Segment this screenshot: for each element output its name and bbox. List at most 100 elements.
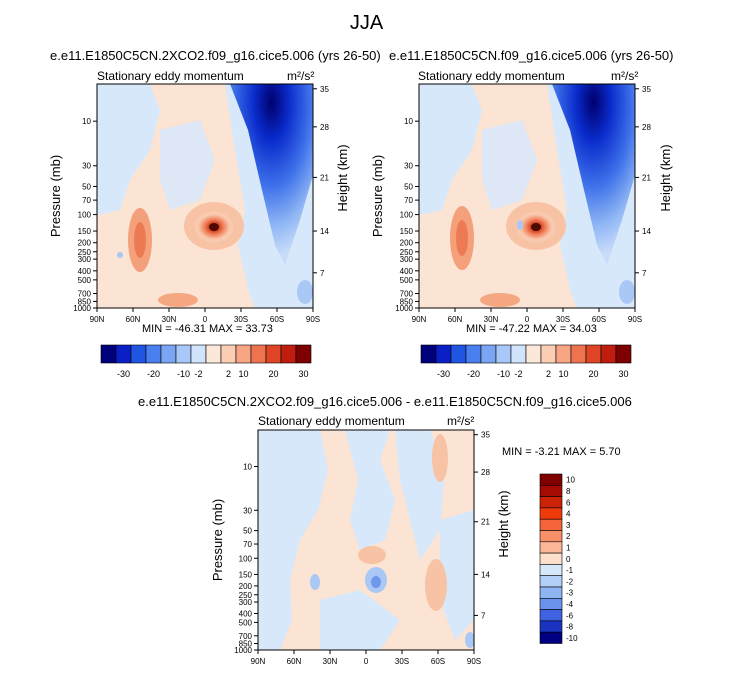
y-tick-label: 850 xyxy=(78,297,92,306)
y-right-tick-label: 28 xyxy=(481,468,490,477)
figure-title: JJA xyxy=(349,12,384,34)
panel-1-colorbar: -30 -20 -10 -2 2 10 20 30 xyxy=(100,344,312,379)
y-tick-label: 10 xyxy=(82,117,91,126)
x-tick-label: 90S xyxy=(628,315,642,324)
colorbar-label: 8 xyxy=(566,487,571,496)
y-right-tick-label: 21 xyxy=(320,173,329,182)
colorbar-swatch xyxy=(235,344,252,364)
y-tick-label: 250 xyxy=(239,591,253,600)
y-tick-label: 850 xyxy=(239,640,253,649)
y-tick-label: 50 xyxy=(243,527,252,536)
colorbar-label: 4 xyxy=(566,510,571,519)
panel-1: Stationary eddy momentum m²/s² Pressure … xyxy=(48,69,350,324)
colorbar-label: 2 xyxy=(566,532,571,541)
colorbar-label: -1 xyxy=(566,566,574,575)
x-tick-label: 30S xyxy=(234,315,248,324)
y-tick-label: 150 xyxy=(239,570,253,579)
colorbar-swatch xyxy=(205,344,222,364)
colorbar-swatch xyxy=(510,344,527,364)
panel-3-subtitle: Stationary eddy momentum xyxy=(258,414,405,428)
colorbar-label: -2 xyxy=(194,369,202,379)
colorbar-swatch xyxy=(539,575,563,588)
colorbar-swatch xyxy=(480,344,497,364)
y-tick-label: 300 xyxy=(239,598,253,607)
colorbar-swatch xyxy=(115,344,132,364)
x-tick-label: 60S xyxy=(270,315,284,324)
y-right-tick-label: 14 xyxy=(642,227,651,236)
y-right-tick-label: 35 xyxy=(642,85,651,94)
y-tick-label: 50 xyxy=(404,182,413,191)
colorbar-label: 3 xyxy=(566,521,571,530)
y-tick-label: 150 xyxy=(78,227,92,236)
colorbar-label: 20 xyxy=(268,369,278,379)
colorbar-swatch xyxy=(420,344,437,364)
y-right-tick-label: 28 xyxy=(320,123,329,132)
colorbar-label: -30 xyxy=(437,369,450,379)
y-tick-label: 300 xyxy=(78,255,92,264)
y-tick-label: 400 xyxy=(239,609,253,618)
colorbar-label: 10 xyxy=(558,369,568,379)
y-right-tick-label: 7 xyxy=(320,269,325,278)
x-tick-label: 90S xyxy=(467,657,481,666)
panel-1-ylabel: Pressure (mb) xyxy=(48,155,63,237)
colorbar-swatch xyxy=(435,344,452,364)
colorbar-swatch xyxy=(130,344,147,364)
panel-1-ylabel-right: Height (km) xyxy=(335,144,350,211)
colorbar-swatch xyxy=(539,484,563,497)
colorbar-label: 0 xyxy=(566,555,571,564)
panel-2-units: m²/s² xyxy=(611,69,638,83)
y-tick-label: 30 xyxy=(82,162,91,171)
panel-2: Stationary eddy momentum m²/s² Pressure … xyxy=(370,69,673,324)
colorbar-swatch xyxy=(539,496,563,509)
x-tick-label: 60S xyxy=(592,315,606,324)
y-right-tick-label: 35 xyxy=(481,431,490,440)
x-tick-label: 60S xyxy=(431,657,445,666)
y-tick-label: 250 xyxy=(78,248,92,257)
colorbar-swatch xyxy=(539,631,563,644)
colorbar-label: 10 xyxy=(566,476,575,485)
panel-1-field xyxy=(97,84,313,308)
y-tick-label: 30 xyxy=(404,162,413,171)
colorbar-label: -6 xyxy=(566,611,574,620)
y-tick-label: 200 xyxy=(239,582,253,591)
y-right-tick-label: 7 xyxy=(642,269,647,278)
colorbar-label: 6 xyxy=(566,498,571,507)
x-tick-label: 90N xyxy=(251,657,266,666)
y-tick-label: 70 xyxy=(243,540,252,549)
colorbar-label: 2 xyxy=(226,369,231,379)
colorbar-swatch xyxy=(539,541,563,554)
x-tick-label: 30N xyxy=(323,657,338,666)
y-tick-label: 400 xyxy=(78,267,92,276)
y-tick-label: 10 xyxy=(404,117,413,126)
colorbar-swatch xyxy=(295,344,312,364)
panel-2-minmax: MIN = -47.22 MAX = 34.03 xyxy=(466,323,597,335)
y-tick-label: 200 xyxy=(400,239,414,248)
colorbar-swatch xyxy=(175,344,192,364)
colorbar-swatch xyxy=(539,552,563,565)
y-tick-label: 700 xyxy=(400,290,414,299)
colorbar-label: -10 xyxy=(566,634,578,643)
y-right-tick-label: 21 xyxy=(642,173,651,182)
colorbar-swatch xyxy=(539,586,563,599)
panel-3-ylabel: Pressure (mb) xyxy=(210,499,225,581)
colorbar-swatch xyxy=(539,530,563,543)
y-right-tick-label: 35 xyxy=(320,85,329,94)
colorbar-swatch xyxy=(265,344,282,364)
y-tick-label: 500 xyxy=(239,618,253,627)
colorbar-label: 2 xyxy=(546,369,551,379)
colorbar-label: 30 xyxy=(618,369,628,379)
x-tick-label: 30N xyxy=(162,315,177,324)
colorbar-swatch xyxy=(539,518,563,531)
y-right-tick-label: 28 xyxy=(642,123,651,132)
y-tick-label: 10 xyxy=(243,463,252,472)
y-right-tick-label: 14 xyxy=(481,570,490,579)
colorbar-label: -20 xyxy=(147,369,160,379)
colorbar-swatch xyxy=(540,344,557,364)
panel-2-title: e.e11.E1850C5CN.f09_g16.cice5.006 (yrs 2… xyxy=(389,48,674,63)
x-tick-label: 60N xyxy=(448,315,463,324)
y-tick-label: 700 xyxy=(78,290,92,299)
colorbar-swatch xyxy=(100,344,117,364)
y-tick-label: 700 xyxy=(239,632,253,641)
y-right-tick-label: 21 xyxy=(481,518,490,527)
